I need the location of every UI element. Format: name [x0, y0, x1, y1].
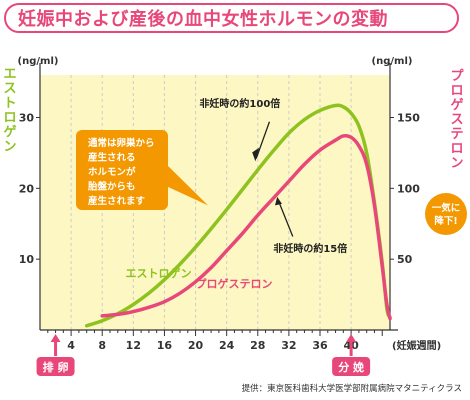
x-axis-label: (妊娠週間)	[392, 339, 441, 352]
x-tick-label: 36	[312, 339, 328, 352]
x-tick-label: 20	[188, 339, 204, 352]
progesterone-multiplier-note: 非妊時の約15倍	[273, 242, 347, 255]
ovulation-marker-arrow	[50, 334, 61, 342]
progesterone-arrow-head	[275, 196, 282, 206]
y-left-tick-label: 30	[19, 112, 35, 125]
chart-title: 妊娠中および産後の血中女性ホルモンの変動	[4, 3, 459, 33]
drop-badge	[425, 193, 467, 235]
x-tick-label: 32	[281, 339, 296, 352]
x-tick-label: 16	[157, 339, 173, 352]
series-line-estrogen	[84, 103, 392, 328]
y-left-unit: (ng/ml)	[18, 56, 59, 67]
series-lines	[84, 103, 392, 328]
x-tick-label: 24	[219, 339, 235, 352]
estrogen-arrow-head	[252, 147, 260, 162]
source-credit: 提供：東京医科歯科大学医学部附属病院マタニティクラス	[241, 384, 462, 394]
x-tick-label: 8	[98, 339, 106, 352]
series-line-progesterone	[100, 133, 392, 321]
drop-badge-text: 一気に降下!	[432, 202, 461, 227]
delivery-marker-arrow	[346, 334, 357, 342]
axes: 481216202428323640(妊娠週間)102030(ng/ml)501…	[3, 56, 464, 352]
y-left-tick-label: 20	[19, 182, 35, 195]
y-right-unit: (ng/ml)	[372, 56, 413, 67]
y-right-tick-label: 150	[397, 112, 420, 125]
y-right-title: プロゲステロン	[450, 69, 464, 171]
y-right-tick-label: 50	[397, 253, 413, 266]
estrogen-series-label: エストロゲン	[126, 266, 192, 280]
placenta-callout-text: 通常は卵巣から産生されるホルモンが胎盤からも産生されます	[87, 137, 155, 207]
progesterone-series-label: プロゲステロン	[196, 277, 273, 291]
x-tick-label: 12	[126, 339, 141, 352]
y-left-title: エストロゲン	[3, 67, 16, 155]
delivery-marker-box	[332, 357, 371, 376]
delivery-marker-label: 分 娩	[338, 360, 364, 374]
callout-pointer	[166, 164, 208, 206]
ovulation-marker-box	[36, 357, 75, 376]
x-tick-label: 4	[67, 339, 75, 352]
ovulation-marker-label: 排 卵	[43, 360, 69, 374]
estrogen-arrow	[255, 121, 271, 159]
y-left-tick-label: 10	[19, 253, 35, 266]
progesterone-arrow	[277, 199, 294, 237]
y-right-tick-label: 100	[397, 182, 420, 195]
estrogen-multiplier-note: 非妊時の約100倍	[199, 97, 280, 110]
callout-box	[76, 130, 168, 210]
x-tick-label: 28	[250, 339, 265, 352]
